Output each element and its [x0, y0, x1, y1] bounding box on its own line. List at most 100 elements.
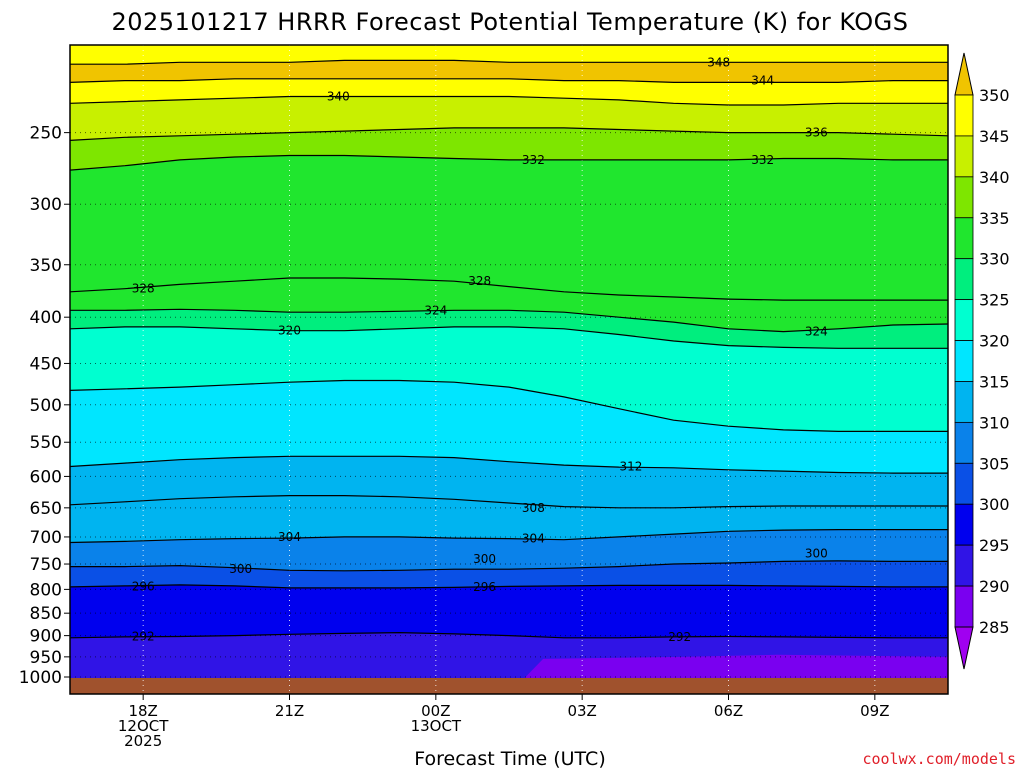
contour-label-9: 324: [805, 325, 828, 339]
y-tick-label-650: 650: [30, 499, 62, 519]
contour-320: [70, 326, 948, 349]
y-tick-label-600: 600: [30, 467, 62, 487]
colorbar-tick-300: 300: [979, 495, 1010, 514]
y-tick-label-700: 700: [30, 528, 62, 548]
x-tick-label-0-2: 2025: [124, 732, 162, 750]
y-tick-label-300: 300: [30, 195, 62, 215]
contour-label-7: 328: [132, 282, 155, 296]
contour-label-5: 332: [751, 153, 774, 167]
contour-308: [70, 495, 948, 509]
x-tick-label-9-0: 03Z: [567, 702, 596, 720]
contour-label-12: 308: [522, 501, 545, 515]
y-tick-label-850: 850: [30, 604, 62, 624]
x-axis-label: Forecast Time (UTC): [414, 748, 605, 768]
colorbar-tick-340: 340: [979, 168, 1010, 187]
colorbar-bin-310: [954, 381, 974, 423]
contour-label-8: 324: [424, 303, 447, 317]
colorbar-tick-310: 310: [979, 413, 1010, 432]
contour-296: [70, 584, 948, 589]
colorbar-bin-340: [954, 135, 974, 178]
colorbar-bin-335: [954, 176, 974, 219]
colorbar-tick-285: 285: [979, 618, 1010, 637]
x-tick-label-6-1: 13OCT: [411, 717, 462, 735]
contour-332: [70, 154, 948, 171]
colorbar-tick-305: 305: [979, 454, 1010, 473]
y-tick-label-550: 550: [30, 433, 62, 453]
colorbar: 350 345 340 335 330 325 320 315 310 305 300 295 290 2…: [954, 52, 1010, 670]
ground-layer: [70, 678, 948, 694]
contour-label-21: 292: [668, 630, 691, 644]
y-axis: 250 300 350 400 450 500 550 600 650 700 750 800 850 9…: [19, 124, 70, 688]
contour-label-10: 320: [278, 324, 301, 338]
credit-text: coolwx.com/models: [862, 750, 1016, 768]
contour-label-15: 300: [229, 562, 252, 576]
contour-304: [70, 528, 948, 544]
colorbar-bin-345: [954, 94, 974, 137]
colorbar-bin-290: [954, 544, 974, 587]
contour-label-19: 296: [132, 579, 155, 593]
contour-label-18: 296: [473, 580, 496, 594]
colorbar-bin-320: [954, 299, 974, 341]
contour-label-11: 312: [619, 459, 642, 473]
y-tick-label-950: 950: [30, 648, 62, 668]
colorbar-bin-325: [954, 258, 974, 301]
contour-label-13: 304: [278, 530, 301, 544]
y-tick-label-400: 400: [30, 308, 62, 328]
contour-lines: [70, 59, 948, 639]
contour-336: [70, 127, 948, 141]
y-tick-label-350: 350: [30, 256, 62, 276]
contour-344: [70, 78, 948, 84]
contour-label-2: 340: [327, 89, 350, 103]
contour-292: [70, 631, 948, 639]
contour-300: [70, 560, 948, 572]
colorbar-tick-335: 335: [979, 209, 1010, 228]
x-tick-label-0-0: 18Z: [128, 702, 157, 720]
colorbar-tick-350: 350: [979, 86, 1010, 105]
y-tick-label-1000: 1000: [19, 668, 62, 688]
contour-label-1: 344: [751, 74, 774, 88]
colorbar-over-arrow: [954, 52, 974, 96]
contour-labels: 348 344 340 336 332 332 328 328 324 324 320 312 308 3…: [132, 55, 828, 644]
ground-strip: [70, 678, 948, 694]
plot-border: [69, 44, 949, 695]
colorbar-tick-330: 330: [979, 250, 1010, 269]
y-tick-label-450: 450: [30, 354, 62, 374]
colorbar-under-arrow: [954, 626, 974, 670]
colorbar-bin-300: [954, 462, 974, 505]
y-tick-label-750: 750: [30, 555, 62, 575]
contour-316: [70, 379, 948, 432]
colorbar-tick-315: 315: [979, 372, 1010, 391]
contour-label-3: 336: [805, 126, 828, 140]
theta-fills: [70, 45, 948, 694]
contour-label-16: 300: [473, 552, 496, 566]
x-tick-label-12-0: 06Z: [714, 702, 743, 720]
contour-340: [70, 95, 948, 106]
y-tick-label-900: 900: [30, 627, 62, 647]
contour-label-0: 348: [707, 55, 730, 69]
contour-348: [70, 59, 948, 65]
contour-324: [70, 308, 948, 333]
chart-title: 2025101217 HRRR Forecast Potential Tempe…: [111, 8, 908, 36]
colorbar-tick-325: 325: [979, 291, 1010, 310]
x-tick-label-3-0: 21Z: [275, 702, 304, 720]
colorbar-tick-295: 295: [979, 536, 1010, 555]
contour-label-14: 304: [522, 532, 545, 546]
colorbar-tick-345: 345: [979, 127, 1010, 146]
colorbar-tick-290: 290: [979, 577, 1010, 596]
contour-312: [70, 455, 948, 474]
colorbar-tick-320: 320: [979, 332, 1010, 351]
colorbar-bin-295: [954, 503, 974, 546]
contour-label-20: 292: [132, 629, 155, 643]
contour-label-4: 332: [522, 153, 545, 167]
x-tick-label-0-1: 12OCT: [118, 717, 169, 735]
colorbar-bin-330: [954, 217, 974, 260]
colorbar-bin-315: [954, 340, 974, 382]
plot-area: 348 344 340 336 332 332 328 328 324 324 320 312 308 3…: [70, 45, 948, 694]
contour-label-6: 328: [468, 274, 491, 288]
contour-328: [70, 277, 948, 301]
x-tick-label-15-0: 09Z: [860, 702, 889, 720]
colorbar-bin-305: [954, 421, 974, 464]
contour-label-17: 300: [805, 546, 828, 560]
